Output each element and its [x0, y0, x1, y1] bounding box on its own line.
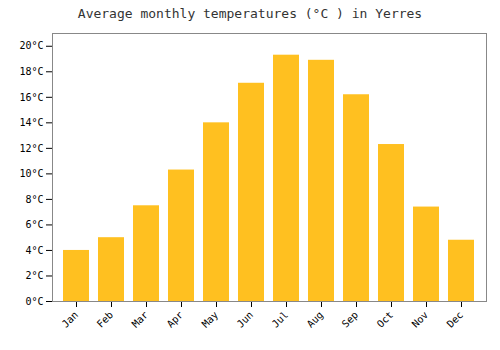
svg-text:Jul: Jul: [270, 309, 291, 330]
svg-text:2°C: 2°C: [25, 270, 43, 281]
svg-text:Jan: Jan: [60, 309, 81, 330]
svg-text:Apr: Apr: [165, 309, 186, 330]
svg-text:Jun: Jun: [235, 309, 256, 330]
svg-text:18°C: 18°C: [19, 66, 43, 77]
svg-text:Aug: Aug: [305, 309, 326, 330]
svg-text:Nov: Nov: [410, 309, 431, 330]
svg-text:14°C: 14°C: [19, 117, 43, 128]
svg-text:20°C: 20°C: [19, 40, 43, 51]
svg-text:4°C: 4°C: [25, 245, 43, 256]
svg-text:Oct: Oct: [375, 309, 396, 330]
svg-text:10°C: 10°C: [19, 168, 43, 179]
svg-text:Mar: Mar: [130, 309, 151, 330]
svg-text:Feb: Feb: [95, 309, 116, 330]
svg-text:Dec: Dec: [445, 309, 466, 330]
svg-text:16°C: 16°C: [19, 92, 43, 103]
html-text:Average monthly temperatures (: Average monthly temperatures (°C ) in Ye…: [77, 6, 423, 21]
svg-text:8°C: 8°C: [25, 194, 43, 205]
svg-text:Sep: Sep: [340, 309, 361, 330]
svg-text:12°C: 12°C: [19, 143, 43, 154]
svg-text:0°C: 0°C: [25, 296, 43, 307]
svg-text:6°C: 6°C: [25, 219, 43, 230]
svg-text:May: May: [200, 309, 221, 330]
